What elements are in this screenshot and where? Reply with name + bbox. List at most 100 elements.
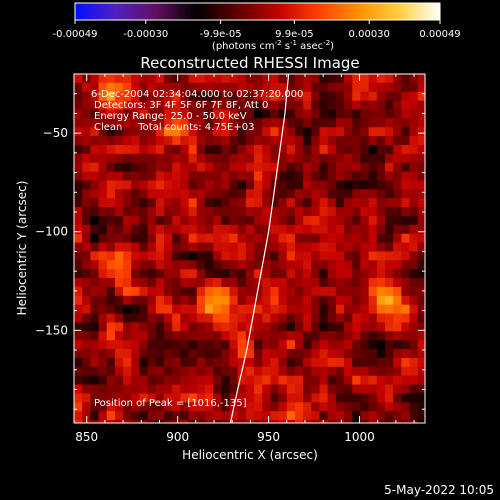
heatmap-cell xyxy=(286,136,296,146)
heatmap-cell xyxy=(123,180,132,190)
heatmap-cell xyxy=(188,420,198,423)
heatmap-cell xyxy=(262,224,271,235)
heatmap-cell xyxy=(401,233,410,243)
heatmap-cell xyxy=(417,278,425,288)
heatmap-cell xyxy=(139,74,149,84)
heatmap-cell xyxy=(294,109,304,119)
heatmap-cell xyxy=(368,109,378,119)
heatmap-cell xyxy=(335,207,345,217)
heatmap-cell xyxy=(221,189,230,199)
heatmap-cell xyxy=(286,322,296,332)
heatmap-cell xyxy=(254,207,263,217)
heatmap-cell xyxy=(196,402,206,412)
heatmap-cell xyxy=(196,322,206,332)
heatmap-cell xyxy=(114,340,124,350)
heatmap-cell xyxy=(294,189,304,199)
heatmap-cell xyxy=(221,136,230,146)
heatmap-cell xyxy=(172,304,181,314)
heatmap-cell xyxy=(245,260,255,270)
heatmap-cell xyxy=(229,357,239,368)
heatmap-cell xyxy=(303,162,312,173)
heatmap-cell xyxy=(384,304,394,314)
heatmap-cell xyxy=(311,224,320,235)
heatmap-cell xyxy=(352,411,361,421)
heatmap-cell xyxy=(294,118,304,128)
heatmap-cell xyxy=(114,153,124,164)
heatmap-cell xyxy=(311,366,320,377)
heatmap-cell xyxy=(82,224,91,235)
heatmap-cell xyxy=(327,233,337,243)
heatmap-cell xyxy=(74,366,83,377)
heatmap-cell xyxy=(376,215,386,226)
heatmap-cell xyxy=(196,295,206,306)
heatmap-cell xyxy=(278,340,288,350)
heatmap-cell xyxy=(237,260,247,270)
heatmap-cell xyxy=(74,411,83,421)
heatmap-cell xyxy=(172,340,181,350)
heatmap-cell xyxy=(221,384,230,394)
heatmap-cell xyxy=(417,375,425,385)
heatmap-cell xyxy=(384,322,394,332)
heatmap-cell xyxy=(294,144,304,155)
heatmap-cell xyxy=(319,233,329,243)
heatmap-cell xyxy=(82,357,91,368)
heatmap-cell xyxy=(213,286,222,297)
heatmap-cell xyxy=(278,91,288,102)
heatmap-cell xyxy=(106,411,116,421)
heatmap-cell xyxy=(74,171,83,181)
heatmap-cell xyxy=(393,304,402,314)
heatmap-cell xyxy=(147,100,157,110)
heatmap-cell xyxy=(393,233,402,243)
heatmap-cell xyxy=(401,100,410,110)
heatmap-cell xyxy=(376,207,386,217)
colorbar-units: (photons cm-2 s-1 asec-2) xyxy=(212,39,334,52)
heatmap-cell xyxy=(139,180,149,190)
heatmap-cell xyxy=(278,269,288,279)
heatmap-cell xyxy=(204,74,214,84)
heatmap-cell xyxy=(172,242,181,252)
heatmap-cell xyxy=(344,233,353,243)
heatmap-cell xyxy=(196,331,206,341)
heatmap-cell xyxy=(262,375,271,385)
heatmap-cell xyxy=(384,215,394,226)
heatmap-cell xyxy=(311,162,320,173)
heatmap-cell xyxy=(106,215,116,226)
heatmap-cell xyxy=(131,278,140,288)
heatmap-cell xyxy=(147,242,157,252)
heatmap-cell xyxy=(229,215,239,226)
heatmap-cell xyxy=(147,411,157,421)
heatmap-cell xyxy=(229,189,239,199)
heatmap-cell xyxy=(221,74,230,84)
heatmap-cell xyxy=(180,349,189,359)
heatmap-cell xyxy=(262,215,271,226)
heatmap-cell xyxy=(409,286,419,297)
heatmap-cell xyxy=(188,251,198,261)
heatmap-cell xyxy=(286,366,296,377)
colorbar-tick-label: 0.00049 xyxy=(419,29,460,40)
heatmap-cell xyxy=(376,304,386,314)
heatmap-cell xyxy=(294,100,304,110)
heatmap-cell xyxy=(245,136,255,146)
heatmap-cell xyxy=(221,82,230,93)
heatmap-cell xyxy=(417,295,425,306)
heatmap-cell xyxy=(204,357,214,368)
heatmap-cell xyxy=(213,136,222,146)
heatmap-cell xyxy=(213,313,222,323)
heatmap-cell xyxy=(417,420,425,423)
heatmap-cell xyxy=(376,127,386,137)
heatmap-cell xyxy=(188,100,198,110)
heatmap-cell xyxy=(270,251,279,261)
heatmap-cell xyxy=(147,349,157,359)
heatmap-cell xyxy=(393,215,402,226)
heatmap-cell xyxy=(360,313,370,323)
heatmap-cell xyxy=(270,233,279,243)
heatmap-cell xyxy=(286,384,296,394)
heatmap-cell xyxy=(384,313,394,323)
heatmap-cell xyxy=(335,331,345,341)
heatmap-cell xyxy=(237,109,247,119)
heatmap-cell xyxy=(188,215,198,226)
heatmap-cell xyxy=(90,198,99,208)
heatmap-cell xyxy=(74,375,83,385)
heatmap-cell xyxy=(139,233,149,243)
heatmap-cell xyxy=(123,402,132,412)
